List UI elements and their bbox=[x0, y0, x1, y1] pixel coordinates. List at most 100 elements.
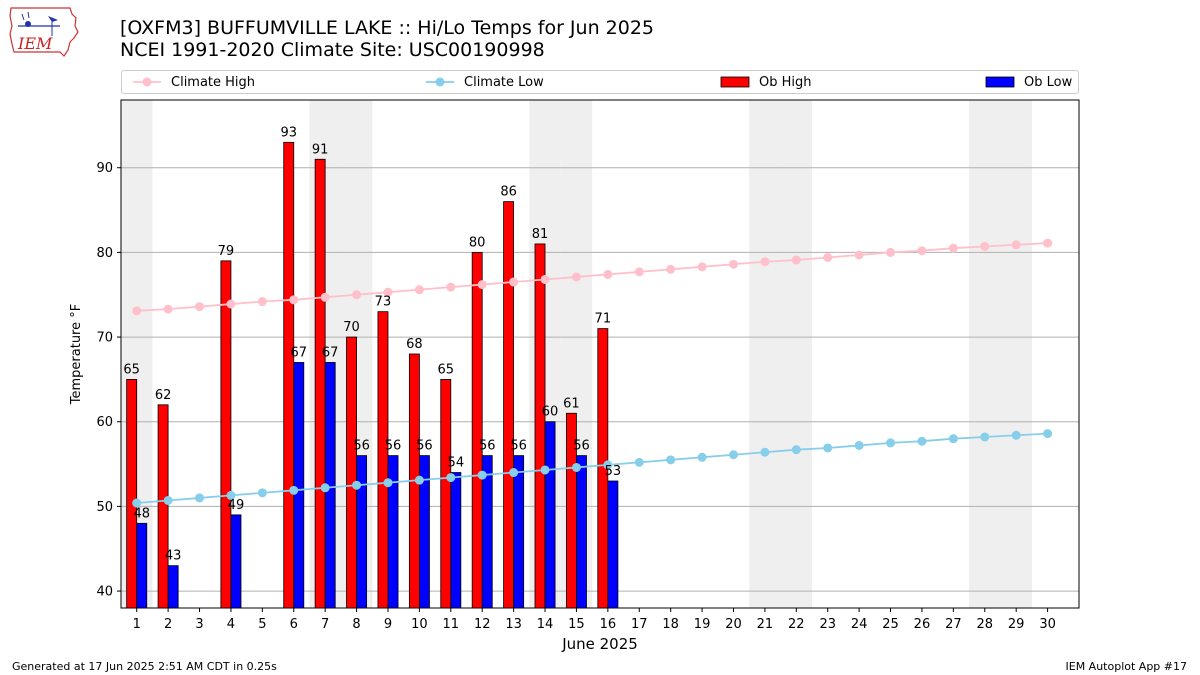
legend-label: Climate High bbox=[171, 74, 256, 90]
weekend-band-22 bbox=[780, 100, 813, 608]
climate-high-point-4 bbox=[226, 299, 236, 309]
ob-high-label-7: 91 bbox=[312, 142, 329, 157]
ob-low-label-4: 49 bbox=[228, 498, 245, 513]
y-tick-label: 90 bbox=[96, 161, 113, 176]
climate-high-point-29 bbox=[1011, 240, 1021, 250]
climate-high-point-12 bbox=[477, 280, 487, 290]
ob-low-bar-11 bbox=[450, 472, 462, 609]
ob-low-label-8: 56 bbox=[353, 439, 370, 454]
ob-high-bar-7 bbox=[314, 158, 326, 609]
climate-high-point-15 bbox=[571, 272, 581, 282]
x-tick-label: 18 bbox=[662, 617, 679, 632]
climate-high-point-5 bbox=[257, 297, 267, 307]
legend-label: Ob Low bbox=[1024, 74, 1073, 90]
plot-frame bbox=[120, 99, 1080, 609]
y-tick-label: 60 bbox=[96, 415, 113, 430]
ob-high-label-1: 65 bbox=[123, 362, 140, 377]
climate-low-point-19 bbox=[697, 452, 707, 462]
climate-low-point-27 bbox=[948, 434, 958, 444]
ob-low-bar-8 bbox=[356, 455, 368, 609]
climate-low-point-20 bbox=[728, 450, 738, 460]
climate-high-point-9 bbox=[383, 287, 393, 297]
climate-high-point-14 bbox=[540, 274, 550, 284]
climate-high-point-17 bbox=[634, 267, 644, 277]
climate-low-point-9 bbox=[383, 478, 393, 488]
climate-high-line bbox=[136, 242, 1048, 312]
legend-item-climate-low: Climate Low bbox=[425, 71, 544, 93]
ob-low-bar-16 bbox=[607, 480, 619, 609]
climate-high-point-1 bbox=[132, 306, 142, 316]
x-tick-label: 14 bbox=[537, 617, 554, 632]
x-tick-label: 11 bbox=[443, 617, 460, 632]
x-tick-label: 6 bbox=[290, 617, 298, 632]
climate-high-point-21 bbox=[760, 257, 770, 267]
x-tick-label: 21 bbox=[757, 617, 774, 632]
ob-high-label-2: 62 bbox=[155, 388, 172, 403]
ob-low-label-16: 53 bbox=[605, 464, 622, 479]
climate-low-point-22 bbox=[791, 445, 801, 455]
climate-low-point-30 bbox=[1043, 429, 1053, 439]
weekend-band-29 bbox=[1000, 100, 1032, 608]
climate-high-point-25 bbox=[886, 247, 896, 257]
legend-box bbox=[720, 76, 750, 88]
ob-high-label-10: 68 bbox=[406, 337, 423, 352]
legend-item-ob-high: Ob High bbox=[720, 71, 812, 93]
climate-high-point-10 bbox=[414, 285, 424, 295]
legend-label: Ob High bbox=[759, 74, 812, 90]
x-tick-label: 12 bbox=[474, 617, 491, 632]
y-tick-label: 40 bbox=[96, 585, 113, 600]
x-tick-label: 19 bbox=[694, 617, 711, 632]
y-axis-label: Temperature °F bbox=[69, 304, 84, 405]
climate-high-point-11 bbox=[446, 282, 456, 292]
climate-low-line bbox=[136, 432, 1048, 504]
x-tick-label: 24 bbox=[851, 617, 868, 632]
legend-swatch-ob-low bbox=[985, 76, 1015, 88]
weekend-bands bbox=[121, 100, 1032, 608]
ob-low-label-7: 67 bbox=[322, 345, 339, 360]
climate-high-point-30 bbox=[1043, 238, 1053, 248]
climate-high-point-27 bbox=[948, 243, 958, 253]
y-tick-label: 50 bbox=[96, 500, 113, 515]
ob-high-label-8: 70 bbox=[343, 320, 360, 335]
x-tick-label: 10 bbox=[411, 617, 428, 632]
logo-text: IEM bbox=[17, 34, 53, 53]
ob-low-label-12: 56 bbox=[479, 439, 496, 454]
climate-high-point-13 bbox=[509, 277, 519, 287]
data-labels: 65 62 79 93 91 70 73 68 65 80 86 81 61 71 48 43 49 67 67 56… bbox=[123, 125, 621, 563]
x-tick-label: 29 bbox=[1008, 617, 1025, 632]
ob-high-bar-8 bbox=[346, 336, 357, 609]
climate-low-point-7 bbox=[320, 483, 330, 493]
ob-high-label-4: 79 bbox=[218, 244, 235, 259]
ob-high-label-14: 81 bbox=[532, 227, 549, 242]
ob-low-label-14: 60 bbox=[542, 405, 559, 420]
climate-high-point-28 bbox=[980, 241, 990, 251]
climate-low-point-15 bbox=[571, 462, 581, 472]
ob-high-label-12: 80 bbox=[469, 235, 486, 250]
climate-high-point-3 bbox=[195, 302, 205, 312]
climate-high-point-26 bbox=[917, 246, 927, 256]
ob-low-bar-6 bbox=[293, 362, 305, 609]
climate-low-point-1 bbox=[132, 498, 142, 508]
climate-high-point-22 bbox=[791, 255, 801, 265]
climate-high-point-2 bbox=[163, 304, 173, 314]
x-tick-label: 25 bbox=[882, 617, 899, 632]
climate-low-point-24 bbox=[854, 440, 864, 450]
legend-swatch-ob-high bbox=[720, 76, 750, 88]
legend-item-ob-low: Ob Low bbox=[985, 71, 1072, 93]
x-tick-label: 16 bbox=[600, 617, 617, 632]
climate-low-point-12 bbox=[477, 470, 487, 480]
ob-low-bar-4 bbox=[230, 514, 242, 609]
x-tick-label: 27 bbox=[945, 617, 962, 632]
climate-high-point-7 bbox=[320, 292, 330, 302]
ob-low-label-9: 56 bbox=[385, 439, 402, 454]
x-tick-label: 28 bbox=[976, 617, 993, 632]
ob-low-label-2: 43 bbox=[165, 549, 182, 564]
legend-item-climate-high: Climate High bbox=[132, 71, 255, 93]
x-tick-label: 2 bbox=[164, 617, 172, 632]
climate-low-point-2 bbox=[163, 495, 173, 505]
x-tick-label: 20 bbox=[725, 617, 742, 632]
legend-swatch-climate-high bbox=[133, 77, 161, 87]
ob-high-bar-11 bbox=[440, 378, 452, 609]
climate-low-point-23 bbox=[823, 443, 833, 453]
ob-high-label-13: 86 bbox=[500, 185, 517, 200]
